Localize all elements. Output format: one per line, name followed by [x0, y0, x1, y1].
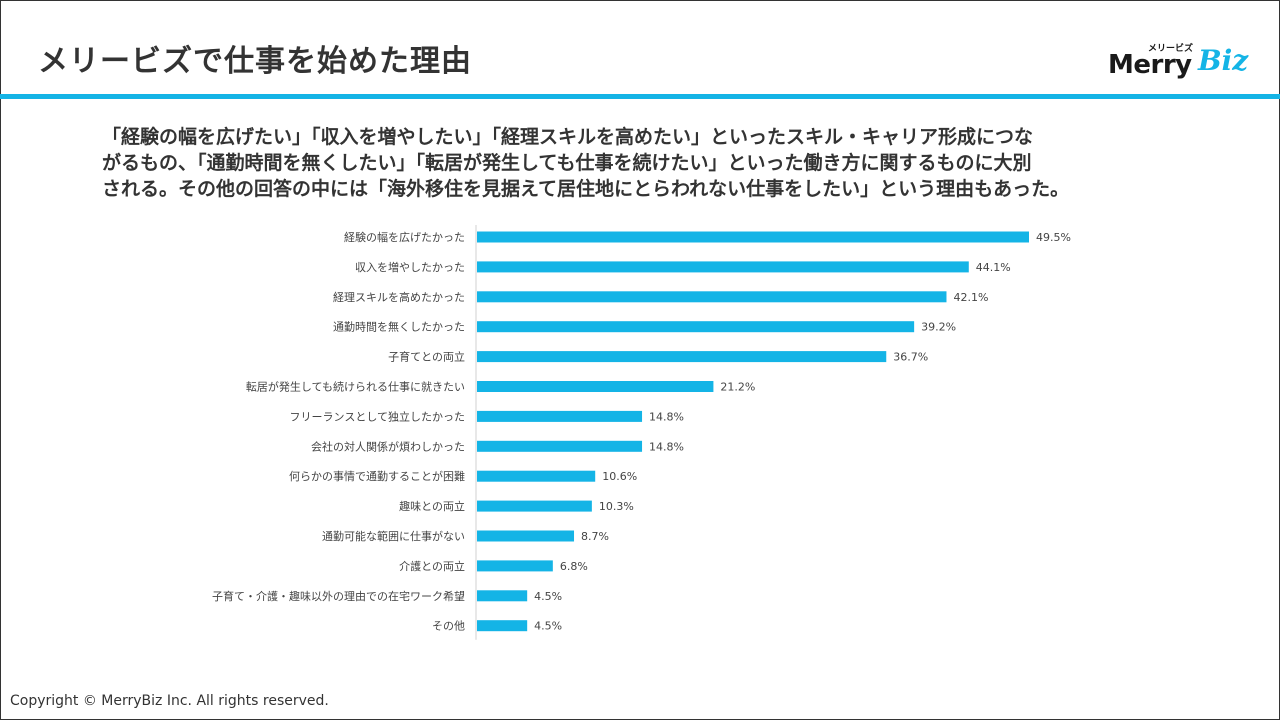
value-label: 44.1% — [976, 261, 1011, 274]
bar — [477, 261, 969, 273]
value-label: 42.1% — [953, 291, 988, 304]
category-label: 会社の対人関係が煩わしかった — [311, 439, 465, 453]
bar — [477, 530, 575, 542]
bar — [477, 231, 1029, 243]
bar — [477, 351, 887, 363]
category-label: 介護との両立 — [399, 559, 465, 573]
category-label: 何らかの事情で通勤することが困難 — [289, 469, 465, 483]
bar — [477, 291, 947, 303]
value-label: 8.7% — [581, 530, 609, 543]
bar — [477, 590, 528, 602]
bar — [477, 381, 714, 392]
category-label: 子育て・介護・趣味以外の理由での在宅ワーク希望 — [212, 589, 465, 603]
logo-merry-text: Merry — [1108, 50, 1192, 80]
summary-line: される。その他の回答の中には「海外移住を見据えて居住地にとらわれない仕事をしたい… — [102, 178, 1070, 200]
bar — [477, 560, 553, 572]
logo-biz-text: Biz — [1198, 44, 1249, 77]
summary-line: がるもの、「通勤時間を無くしたい」「転居が発生しても仕事を続けたい」といった働き… — [102, 152, 1032, 174]
value-label: 14.8% — [649, 410, 684, 423]
value-label: 49.5% — [1036, 231, 1071, 244]
category-label: 経理スキルを高めたかった — [333, 290, 465, 304]
category-label: 通勤時間を無くしたかった — [333, 320, 465, 334]
bar — [477, 321, 915, 333]
summary-line: 「経験の幅を広げたい」「収入を増やしたい」「経理スキルを高めたい」といったスキル… — [102, 126, 1034, 148]
copyright-footer: Copyright © MerryBiz Inc. All rights res… — [10, 693, 329, 709]
category-label: 収入を増やしたかった — [355, 261, 465, 274]
value-label: 10.3% — [599, 500, 634, 513]
category-label: 転居が発生しても続けられる仕事に就きたい — [246, 380, 465, 394]
value-label: 36.7% — [893, 351, 928, 364]
category-label: 通勤可能な範囲に仕事がない — [322, 529, 465, 543]
value-label: 4.5% — [534, 590, 562, 603]
bar — [477, 470, 596, 482]
value-label: 4.5% — [534, 620, 562, 633]
category-label: 趣味との両立 — [399, 499, 465, 513]
value-label: 10.6% — [602, 470, 637, 483]
value-label: 14.8% — [649, 440, 684, 453]
page-title: メリービズで仕事を始めた理由 — [38, 44, 472, 79]
bar — [477, 440, 643, 452]
logo-katakana: メリービズ — [1148, 44, 1194, 54]
value-label: 21.2% — [720, 381, 755, 394]
value-label: 39.2% — [921, 321, 956, 334]
bar — [477, 410, 643, 422]
category-label: 子育てとの両立 — [388, 350, 465, 364]
value-label: 6.8% — [560, 560, 588, 573]
bar — [477, 620, 528, 632]
summary-text: 「経験の幅を広げたい」「収入を増やしたい」「経理スキルを高めたい」といったスキル… — [102, 124, 1192, 202]
bar — [477, 500, 592, 512]
brand-logo: メリービズ Merry Biz — [1108, 40, 1258, 82]
header-divider — [0, 94, 1280, 99]
category-label: 経験の幅を広げたかった — [344, 230, 465, 244]
category-label: フリーランスとして独立したかった — [290, 409, 465, 423]
category-label: その他 — [432, 620, 465, 633]
